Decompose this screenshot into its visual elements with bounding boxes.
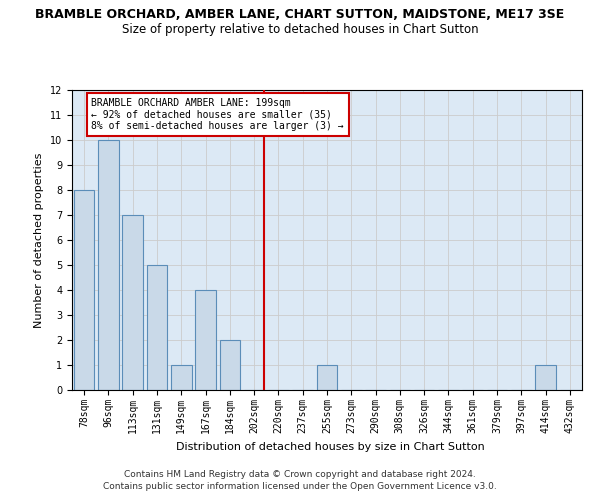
Bar <box>98 140 119 390</box>
Bar <box>220 340 240 390</box>
Bar <box>535 365 556 390</box>
Text: Size of property relative to detached houses in Chart Sutton: Size of property relative to detached ho… <box>122 22 478 36</box>
Bar <box>317 365 337 390</box>
Text: Distribution of detached houses by size in Chart Sutton: Distribution of detached houses by size … <box>176 442 484 452</box>
Bar <box>122 215 143 390</box>
Y-axis label: Number of detached properties: Number of detached properties <box>34 152 44 328</box>
Text: BRAMBLE ORCHARD AMBER LANE: 199sqm
← 92% of detached houses are smaller (35)
8% : BRAMBLE ORCHARD AMBER LANE: 199sqm ← 92%… <box>91 98 344 130</box>
Bar <box>74 190 94 390</box>
Text: Contains HM Land Registry data © Crown copyright and database right 2024.: Contains HM Land Registry data © Crown c… <box>124 470 476 479</box>
Bar <box>171 365 191 390</box>
Bar <box>195 290 216 390</box>
Bar <box>146 265 167 390</box>
Text: BRAMBLE ORCHARD, AMBER LANE, CHART SUTTON, MAIDSTONE, ME17 3SE: BRAMBLE ORCHARD, AMBER LANE, CHART SUTTO… <box>35 8 565 20</box>
Text: Contains public sector information licensed under the Open Government Licence v3: Contains public sector information licen… <box>103 482 497 491</box>
